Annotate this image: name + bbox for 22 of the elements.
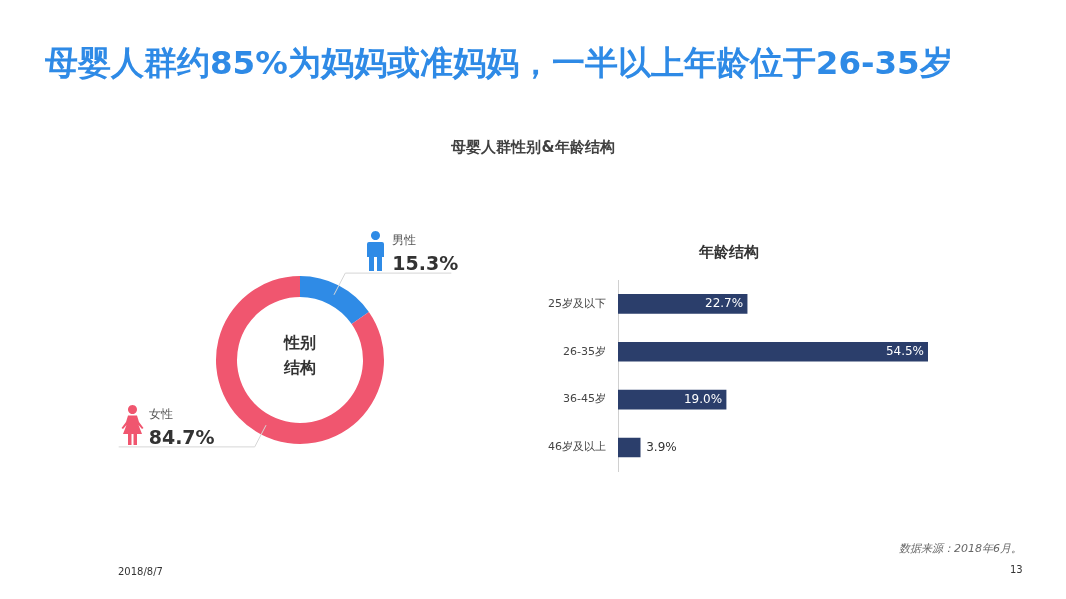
text: 13 bbox=[1010, 563, 1023, 577]
bar bbox=[618, 294, 748, 314]
y-tick-label: 46岁及以上 bbox=[548, 440, 606, 454]
data-label: 84.7% bbox=[148, 425, 215, 448]
data-label: 15.3% bbox=[392, 252, 459, 275]
y-tick-label: 36-45岁 bbox=[563, 392, 606, 406]
text: 性别结构 bbox=[283, 332, 316, 377]
data-label: 19.0% bbox=[683, 391, 723, 406]
y-tick-label: 25岁及以下 bbox=[548, 296, 606, 310]
chart-title: 母婴人群约85%为妈妈或准妈妈，一半以上年龄位于26-35岁 bbox=[45, 43, 953, 84]
text: 2018/8/7 bbox=[118, 565, 163, 579]
text: 母婴人群性别&年龄结构 bbox=[450, 137, 616, 157]
bar bbox=[618, 437, 641, 458]
slice-label: 男性 bbox=[392, 233, 417, 248]
data-label: 22.7% bbox=[704, 296, 744, 311]
source-note: 数据来源：2018年6月。 bbox=[899, 542, 1022, 556]
y-tick-label: 26-35岁 bbox=[563, 344, 606, 358]
bar bbox=[618, 341, 928, 362]
data-label: 54.5% bbox=[885, 343, 924, 358]
slice-label: 女性 bbox=[148, 406, 173, 421]
data-label: 3.9% bbox=[646, 439, 677, 454]
chart-title: 年龄结构 bbox=[698, 242, 759, 261]
